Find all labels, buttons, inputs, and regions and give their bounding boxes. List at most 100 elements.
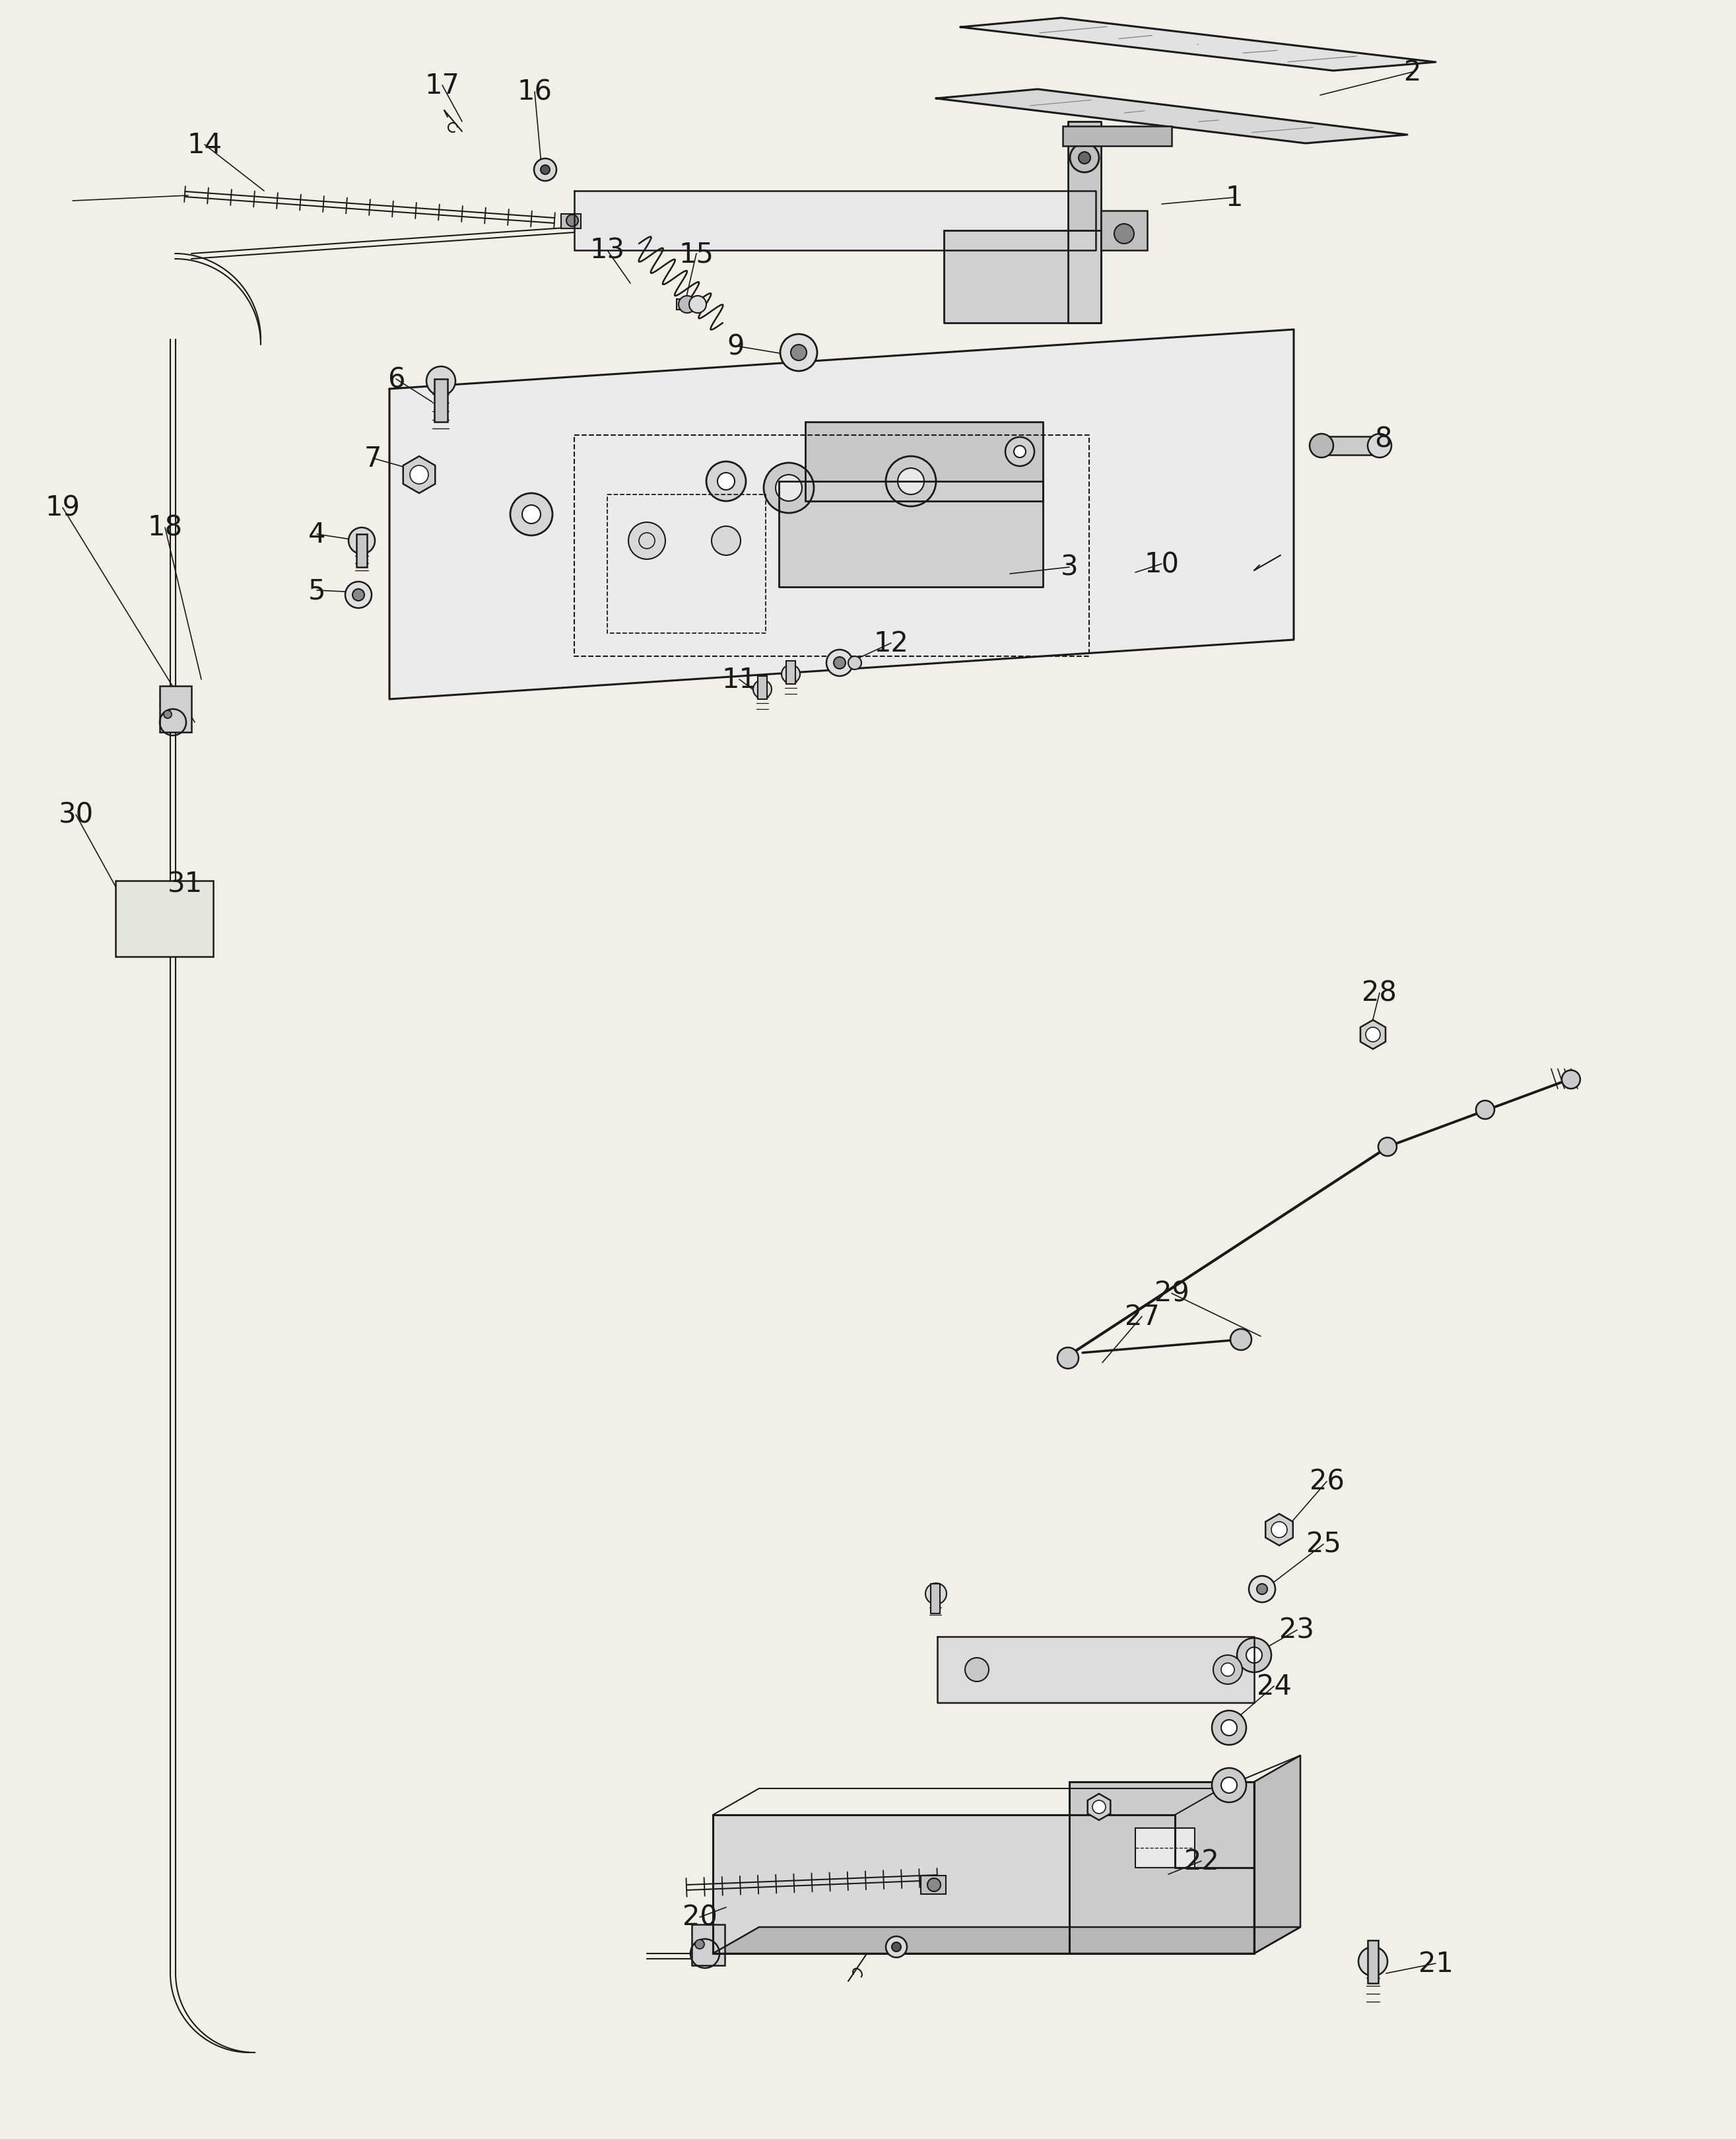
Text: 24: 24 <box>1257 1673 1292 1701</box>
Polygon shape <box>944 231 1101 323</box>
Text: 29: 29 <box>1154 1279 1189 1307</box>
Circle shape <box>965 1658 990 1681</box>
Circle shape <box>1057 1348 1078 1369</box>
Text: 1: 1 <box>1226 184 1243 212</box>
Polygon shape <box>1266 1514 1293 1546</box>
Bar <box>1368 1940 1378 1983</box>
Circle shape <box>1220 1778 1238 1792</box>
Polygon shape <box>713 1927 1300 1953</box>
Polygon shape <box>806 421 1043 501</box>
Circle shape <box>1220 1664 1234 1677</box>
Text: 26: 26 <box>1309 1467 1344 1495</box>
Circle shape <box>1092 1801 1106 1814</box>
Circle shape <box>892 1942 901 1951</box>
Circle shape <box>1378 1138 1397 1157</box>
Polygon shape <box>960 19 1436 71</box>
Circle shape <box>1220 1720 1238 1735</box>
Circle shape <box>566 216 578 227</box>
Polygon shape <box>779 481 1043 588</box>
Circle shape <box>163 710 172 719</box>
Bar <box>691 1925 724 1966</box>
Circle shape <box>885 1936 906 1957</box>
Polygon shape <box>389 329 1293 699</box>
Text: 28: 28 <box>1363 980 1397 1007</box>
Bar <box>116 881 214 956</box>
Text: 5: 5 <box>307 578 326 605</box>
Bar <box>920 1876 946 1895</box>
Text: 20: 20 <box>682 1904 717 1932</box>
Text: 19: 19 <box>45 494 80 522</box>
Circle shape <box>925 1583 946 1604</box>
Text: 11: 11 <box>722 665 757 693</box>
Circle shape <box>1562 1070 1580 1089</box>
Circle shape <box>540 165 550 175</box>
Circle shape <box>679 297 696 314</box>
Text: 23: 23 <box>1279 1617 1314 1645</box>
Polygon shape <box>403 458 436 494</box>
Polygon shape <box>1087 1795 1111 1820</box>
Circle shape <box>712 526 741 556</box>
Polygon shape <box>1068 122 1101 323</box>
Text: 22: 22 <box>1184 1848 1219 1876</box>
Text: 16: 16 <box>517 79 552 107</box>
Circle shape <box>927 1878 941 1891</box>
Circle shape <box>1115 225 1134 244</box>
Text: 30: 30 <box>59 802 94 830</box>
Circle shape <box>826 650 852 676</box>
Circle shape <box>753 680 771 699</box>
Polygon shape <box>713 1816 1253 1953</box>
Text: 7: 7 <box>365 445 382 473</box>
Circle shape <box>410 466 429 483</box>
Circle shape <box>1213 1656 1243 1683</box>
Circle shape <box>1309 434 1333 458</box>
Bar <box>930 1585 939 1613</box>
Circle shape <box>1366 1027 1380 1042</box>
Circle shape <box>427 368 455 396</box>
Text: 8: 8 <box>1375 426 1392 453</box>
Polygon shape <box>1135 1829 1194 1867</box>
Circle shape <box>1078 152 1090 165</box>
Text: 17: 17 <box>425 73 460 101</box>
Circle shape <box>352 590 365 601</box>
Circle shape <box>1014 447 1026 458</box>
Text: 15: 15 <box>679 240 713 267</box>
Text: 9: 9 <box>727 334 745 359</box>
Circle shape <box>349 528 375 554</box>
Bar <box>1062 126 1172 145</box>
Bar <box>677 299 698 310</box>
Circle shape <box>792 344 807 361</box>
Polygon shape <box>1253 1756 1300 1953</box>
Circle shape <box>1257 1585 1267 1594</box>
Bar <box>1321 436 1380 456</box>
Circle shape <box>1231 1328 1252 1350</box>
Circle shape <box>694 1940 705 1949</box>
Bar <box>786 661 795 684</box>
Text: 2: 2 <box>1404 58 1422 86</box>
Circle shape <box>885 458 936 507</box>
Text: 4: 4 <box>307 520 326 548</box>
Circle shape <box>1005 438 1035 466</box>
Bar <box>759 676 767 699</box>
Circle shape <box>1212 1769 1246 1803</box>
Bar <box>561 214 582 229</box>
Circle shape <box>779 334 818 372</box>
Circle shape <box>1246 1647 1262 1664</box>
Bar <box>356 535 366 567</box>
Text: 14: 14 <box>187 130 222 158</box>
Text: 25: 25 <box>1305 1532 1340 1557</box>
Text: 21: 21 <box>1418 1949 1453 1976</box>
Circle shape <box>523 505 540 524</box>
Circle shape <box>510 494 552 537</box>
Circle shape <box>1248 1576 1276 1602</box>
Text: 3: 3 <box>1061 554 1078 582</box>
Bar <box>160 687 191 732</box>
Text: 13: 13 <box>590 237 625 265</box>
Circle shape <box>628 522 665 560</box>
Circle shape <box>535 158 557 182</box>
Polygon shape <box>937 1636 1253 1703</box>
Circle shape <box>849 657 861 670</box>
Polygon shape <box>936 90 1408 143</box>
Text: 31: 31 <box>167 871 203 898</box>
Circle shape <box>1069 143 1099 173</box>
Text: 12: 12 <box>873 629 908 657</box>
